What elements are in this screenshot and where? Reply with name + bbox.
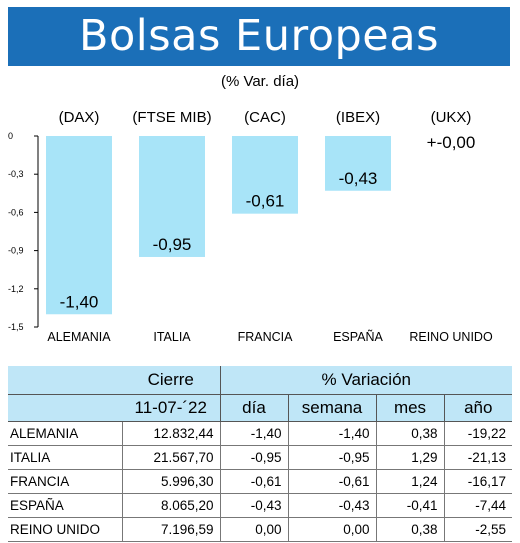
value-label: -0,61 xyxy=(246,192,285,211)
row-semana: -0,61 xyxy=(287,469,376,494)
bar xyxy=(325,136,391,191)
category-label: ITALIA xyxy=(153,330,191,344)
row-semana: -0,95 xyxy=(287,445,376,470)
row-cierre: 12.832,44 xyxy=(121,421,220,446)
row-cierre: 8.065,20 xyxy=(121,493,220,518)
row-country: ALEMANIA xyxy=(8,421,122,446)
y-tick-label: 0 xyxy=(8,131,13,141)
index-label: (CAC) xyxy=(244,109,286,126)
index-label: (DAX) xyxy=(59,109,100,126)
table-header-blank xyxy=(8,366,122,395)
row-mes: 0,38 xyxy=(375,421,444,446)
row-semana: -1,40 xyxy=(287,421,376,446)
row-dia: -0,61 xyxy=(219,469,288,494)
table-row: ESPAÑA 8.065,20 -0,43 -0,43 -0,41 -7,44 xyxy=(8,493,513,518)
y-tick-label: -1,2 xyxy=(8,284,24,294)
bar xyxy=(46,136,112,315)
category-label: FRANCIA xyxy=(238,330,294,344)
y-tick-label: -1,5 xyxy=(8,322,24,332)
y-tick-label: -0,9 xyxy=(8,246,24,256)
table-header-dia: día xyxy=(219,394,288,422)
market-table: Cierre % Variación 11-07-´22 día semana … xyxy=(8,366,513,542)
row-dia: 0,00 xyxy=(219,517,288,542)
y-tick-label: -0,3 xyxy=(8,169,24,179)
row-ano: -2,55 xyxy=(443,517,513,542)
table-header-ano: año xyxy=(443,394,513,422)
row-country: FRANCIA xyxy=(8,469,122,494)
row-country: REINO UNIDO xyxy=(8,517,122,542)
row-semana: 0,00 xyxy=(287,517,376,542)
value-label: -0,43 xyxy=(339,169,378,188)
row-cierre: 5.996,30 xyxy=(121,469,220,494)
bar xyxy=(232,136,298,214)
row-dia: -0,43 xyxy=(219,493,288,518)
table-row: ITALIA 21.567,70 -0,95 -0,95 1,29 -21,13 xyxy=(8,445,513,470)
row-mes: -0,41 xyxy=(375,493,444,518)
index-label: (IBEX) xyxy=(336,109,380,126)
row-mes: 1,29 xyxy=(375,445,444,470)
table-row: REINO UNIDO 7.196,59 0,00 0,00 0,38 -2,5… xyxy=(8,517,513,542)
table-header-blank-2 xyxy=(8,394,122,422)
row-cierre: 7.196,59 xyxy=(121,517,220,542)
value-label: -0,95 xyxy=(153,235,192,254)
y-tick-label: -0,6 xyxy=(8,207,24,217)
row-country: ESPAÑA xyxy=(8,493,122,518)
bar-chart: 0 -0,3 -0,6 -0,9 -1,2 -1,5 (DAX) -1,40 ALEMANIA (… xyxy=(8,109,493,344)
row-ano: -16,17 xyxy=(443,469,513,494)
table-row: FRANCIA 5.996,30 -0,61 -0,61 1,24 -16,17 xyxy=(8,469,513,494)
row-ano: -21,13 xyxy=(443,445,513,470)
table-header-semana: semana xyxy=(287,394,376,422)
value-label: +-0,00 xyxy=(427,133,476,152)
category-label: ESPAÑA xyxy=(333,330,383,344)
chart-subtitle: (% Var. día) xyxy=(220,73,300,90)
row-country: ITALIA xyxy=(8,445,122,470)
row-semana: -0,43 xyxy=(287,493,376,518)
table-header-cierre: Cierre xyxy=(122,366,220,395)
value-label: -1,40 xyxy=(60,292,99,311)
row-mes: 0,38 xyxy=(375,517,444,542)
category-label: REINO UNIDO xyxy=(409,330,493,344)
bar xyxy=(139,136,205,257)
table-header-mes: mes xyxy=(375,394,444,422)
row-ano: -19,22 xyxy=(443,421,513,446)
row-dia: -1,40 xyxy=(219,421,288,446)
row-ano: -7,44 xyxy=(443,493,513,518)
table-header-date: 11-07-´22 xyxy=(122,394,220,422)
row-cierre: 21.567,70 xyxy=(121,445,220,470)
index-label: (UKX) xyxy=(431,109,472,126)
row-dia: -0,95 xyxy=(219,445,288,470)
table-row: ALEMANIA 12.832,44 -1,40 -1,40 0,38 -19,… xyxy=(8,421,513,446)
row-mes: 1,24 xyxy=(375,469,444,494)
category-label: ALEMANIA xyxy=(47,330,111,344)
table-header-variacion: % Variación xyxy=(219,366,513,395)
index-label: (FTSE MIB) xyxy=(132,109,211,126)
page-title: Bolsas Europeas xyxy=(8,7,510,66)
